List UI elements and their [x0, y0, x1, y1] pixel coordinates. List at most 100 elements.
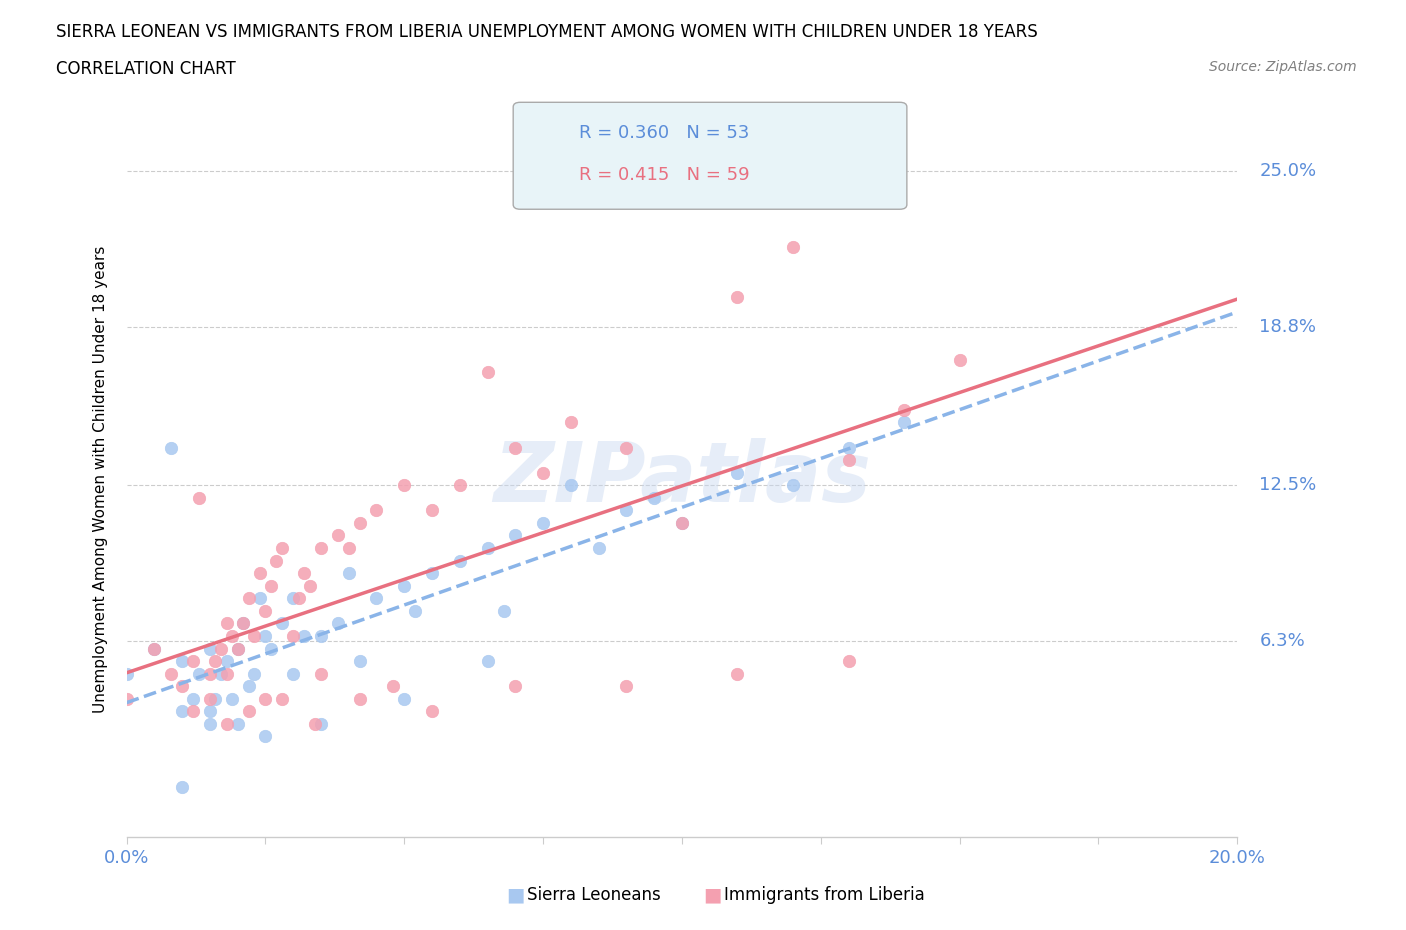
- Text: Immigrants from Liberia: Immigrants from Liberia: [724, 885, 925, 904]
- Point: [782, 478, 804, 493]
- Text: Source: ZipAtlas.com: Source: ZipAtlas.com: [1209, 60, 1357, 74]
- Point: [254, 604, 277, 618]
- Point: [404, 604, 426, 618]
- Point: [366, 503, 388, 518]
- Point: [449, 553, 471, 568]
- Point: [232, 616, 254, 631]
- Point: [172, 779, 194, 794]
- Point: [271, 616, 294, 631]
- Point: [893, 403, 915, 418]
- Point: [187, 666, 209, 681]
- Point: [420, 565, 443, 580]
- Point: [281, 666, 304, 681]
- Point: [281, 591, 304, 605]
- Point: [254, 691, 277, 706]
- Point: [309, 716, 332, 731]
- Point: [727, 465, 749, 480]
- Point: [221, 629, 243, 644]
- Text: CORRELATION CHART: CORRELATION CHART: [56, 60, 236, 78]
- Point: [838, 453, 860, 468]
- Point: [115, 691, 138, 706]
- Point: [349, 654, 371, 669]
- Text: ■: ■: [703, 885, 721, 904]
- Text: R = 0.360   N = 53: R = 0.360 N = 53: [579, 124, 749, 142]
- Point: [260, 578, 283, 593]
- Point: [349, 691, 371, 706]
- Point: [304, 716, 326, 731]
- Point: [281, 629, 304, 644]
- Point: [326, 528, 349, 543]
- Point: [243, 629, 266, 644]
- Text: ZIPatlas: ZIPatlas: [494, 438, 870, 520]
- Point: [204, 691, 226, 706]
- Point: [477, 365, 499, 379]
- Point: [838, 440, 860, 455]
- Point: [671, 515, 693, 530]
- Point: [249, 565, 271, 580]
- Point: [337, 565, 360, 580]
- Point: [494, 604, 516, 618]
- Point: [232, 616, 254, 631]
- Point: [243, 666, 266, 681]
- Text: Sierra Leoneans: Sierra Leoneans: [527, 885, 661, 904]
- Point: [309, 629, 332, 644]
- Point: [160, 666, 183, 681]
- Point: [198, 704, 221, 719]
- Point: [198, 716, 221, 731]
- Point: [226, 641, 249, 656]
- Point: [614, 679, 637, 694]
- Point: [215, 654, 238, 669]
- Point: [349, 515, 371, 530]
- Text: 25.0%: 25.0%: [1260, 162, 1316, 180]
- Text: 12.5%: 12.5%: [1260, 476, 1317, 494]
- Point: [643, 490, 665, 505]
- Point: [172, 654, 194, 669]
- Point: [292, 629, 315, 644]
- Point: [215, 616, 238, 631]
- Point: [172, 679, 194, 694]
- Point: [254, 629, 277, 644]
- Point: [254, 729, 277, 744]
- Point: [477, 654, 499, 669]
- Point: [271, 540, 294, 555]
- Point: [143, 641, 166, 656]
- Point: [181, 704, 204, 719]
- Point: [309, 666, 332, 681]
- Point: [503, 679, 526, 694]
- Point: [449, 478, 471, 493]
- Point: [198, 641, 221, 656]
- Point: [782, 239, 804, 254]
- Point: [337, 540, 360, 555]
- Text: 18.8%: 18.8%: [1260, 318, 1316, 336]
- Point: [187, 490, 209, 505]
- Text: SIERRA LEONEAN VS IMMIGRANTS FROM LIBERIA UNEMPLOYMENT AMONG WOMEN WITH CHILDREN: SIERRA LEONEAN VS IMMIGRANTS FROM LIBERI…: [56, 23, 1038, 41]
- Point: [477, 540, 499, 555]
- Point: [204, 654, 226, 669]
- Point: [727, 289, 749, 304]
- Point: [382, 679, 405, 694]
- Point: [226, 641, 249, 656]
- Point: [309, 540, 332, 555]
- Point: [614, 503, 637, 518]
- Point: [215, 666, 238, 681]
- Point: [394, 578, 416, 593]
- Point: [287, 591, 309, 605]
- Text: 6.3%: 6.3%: [1260, 632, 1305, 650]
- Point: [893, 415, 915, 430]
- Point: [671, 515, 693, 530]
- Point: [181, 691, 204, 706]
- Point: [394, 691, 416, 706]
- Point: [260, 641, 283, 656]
- Point: [326, 616, 349, 631]
- Point: [238, 704, 260, 719]
- Point: [271, 691, 294, 706]
- Point: [238, 591, 260, 605]
- Point: [588, 540, 610, 555]
- Point: [160, 440, 183, 455]
- Point: [420, 704, 443, 719]
- Point: [948, 352, 970, 367]
- Point: [143, 641, 166, 656]
- Point: [215, 716, 238, 731]
- Point: [420, 503, 443, 518]
- Point: [394, 478, 416, 493]
